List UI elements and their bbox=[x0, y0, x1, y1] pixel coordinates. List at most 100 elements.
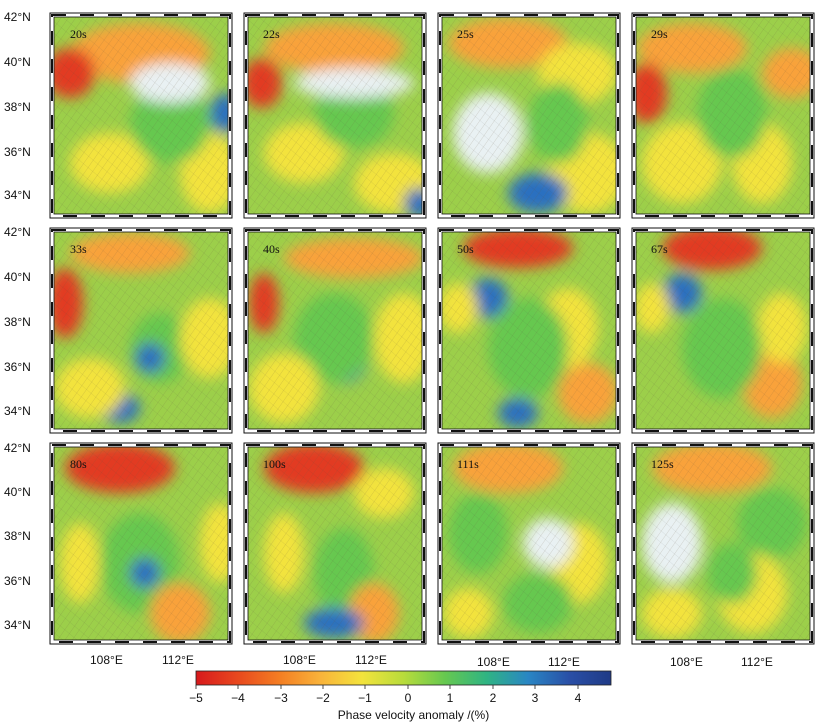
colorbar bbox=[195, 670, 612, 689]
lon-label: 112°E bbox=[741, 655, 773, 669]
lon-label: 108°E bbox=[283, 653, 316, 667]
map-frame-inner bbox=[247, 231, 423, 430]
colorbar-tick: −5 bbox=[189, 691, 203, 705]
lon-label: 108°E bbox=[90, 653, 123, 667]
map-frame bbox=[437, 227, 621, 434]
period-label: 40s bbox=[263, 242, 280, 256]
map-panel bbox=[49, 12, 233, 219]
lat-label: 40°N bbox=[4, 55, 31, 69]
period-label: 29s bbox=[651, 27, 668, 41]
period-label: 100s bbox=[263, 457, 286, 471]
lat-label: 36°N bbox=[4, 145, 31, 159]
colorbar-tick: 4 bbox=[574, 691, 582, 705]
map-panel bbox=[243, 227, 427, 434]
period-label: 25s bbox=[457, 27, 474, 41]
map-frame-inner bbox=[635, 446, 811, 641]
map-panel bbox=[243, 12, 427, 219]
map-panel bbox=[437, 12, 621, 219]
map-panel bbox=[49, 442, 233, 645]
map-panel bbox=[631, 227, 815, 434]
lat-label: 36°N bbox=[4, 574, 31, 588]
map-frame-inner bbox=[53, 446, 229, 641]
relief-shading bbox=[54, 232, 228, 429]
period-label: 33s bbox=[70, 242, 87, 256]
colorbar-tick: −4 bbox=[231, 691, 245, 705]
lon-label: 112°E bbox=[548, 655, 580, 669]
map-frame bbox=[437, 442, 621, 645]
lat-label: 40°N bbox=[4, 270, 31, 284]
map-panel bbox=[243, 442, 427, 645]
map-frame-ticks bbox=[439, 229, 619, 432]
period-label: 111s bbox=[457, 457, 479, 471]
relief-shading bbox=[636, 17, 810, 214]
map-frame-ticks bbox=[633, 444, 813, 643]
lon-label: 108°E bbox=[670, 655, 703, 669]
map-panel bbox=[631, 442, 815, 645]
period-label: 20s bbox=[70, 27, 87, 41]
map-frame bbox=[243, 12, 427, 219]
lat-label: 36°N bbox=[4, 360, 31, 374]
map-frame-ticks bbox=[245, 444, 425, 643]
colorbar-tick: 1 bbox=[446, 691, 454, 705]
lat-label: 42°N bbox=[4, 225, 31, 239]
lon-label: 108°E bbox=[477, 655, 510, 669]
map-panel bbox=[437, 442, 621, 645]
map-frame-ticks bbox=[633, 229, 813, 432]
map-frame-ticks bbox=[51, 444, 231, 643]
lat-label: 34°N bbox=[4, 188, 31, 202]
map-frame bbox=[49, 442, 233, 645]
lat-label: 42°N bbox=[4, 441, 31, 455]
relief-shading bbox=[248, 447, 422, 640]
map-frame bbox=[243, 227, 427, 434]
period-label: 22s bbox=[263, 27, 280, 41]
colorbar-tick: −2 bbox=[316, 691, 330, 705]
lat-label: 38°N bbox=[4, 315, 31, 329]
lat-label: 40°N bbox=[4, 485, 31, 499]
map-frame bbox=[49, 12, 233, 219]
map-frame-ticks bbox=[51, 14, 231, 217]
map-frame bbox=[631, 227, 815, 434]
lat-label: 38°N bbox=[4, 529, 31, 543]
map-frame-inner bbox=[441, 231, 617, 430]
map-frame-ticks bbox=[245, 14, 425, 217]
map-panel bbox=[631, 12, 815, 219]
colorbar-title: Phase velocity anomaly /(%) bbox=[337, 708, 490, 722]
colorbar-tick: 0 bbox=[404, 691, 412, 705]
map-frame bbox=[437, 12, 621, 219]
map-frame-ticks bbox=[439, 444, 619, 643]
map-frame-inner bbox=[247, 16, 423, 215]
map-frame bbox=[631, 442, 815, 645]
relief-shading bbox=[54, 447, 228, 640]
relief-shading bbox=[442, 447, 616, 640]
map-frame-ticks bbox=[245, 229, 425, 432]
map-frame-inner bbox=[53, 16, 229, 215]
period-label: 67s bbox=[651, 242, 668, 256]
period-label: 50s bbox=[457, 242, 474, 256]
lat-label: 38°N bbox=[4, 100, 31, 114]
relief-shading bbox=[636, 447, 810, 640]
period-label: 80s bbox=[70, 457, 87, 471]
colorbar-bar bbox=[195, 670, 612, 686]
map-frame bbox=[631, 12, 815, 219]
map-frame-inner bbox=[441, 446, 617, 641]
map-frame-inner bbox=[53, 231, 229, 430]
map-frame-inner bbox=[441, 16, 617, 215]
map-frame-ticks bbox=[51, 229, 231, 432]
colorbar-tick: −1 bbox=[358, 691, 372, 705]
relief-shading bbox=[636, 232, 810, 429]
colorbar-tick: −3 bbox=[274, 691, 288, 705]
map-frame-inner bbox=[635, 231, 811, 430]
map-panel bbox=[437, 227, 621, 434]
lon-label: 112°E bbox=[355, 653, 387, 667]
map-frame-inner bbox=[247, 446, 423, 641]
map-frame bbox=[243, 442, 427, 645]
relief-shading bbox=[248, 17, 422, 214]
lat-label: 34°N bbox=[4, 618, 31, 632]
colorbar-tick: 2 bbox=[489, 691, 497, 705]
relief-shading bbox=[54, 17, 228, 214]
relief-shading bbox=[442, 232, 616, 429]
lat-label: 34°N bbox=[4, 404, 31, 418]
relief-shading bbox=[442, 17, 616, 214]
map-frame-inner bbox=[635, 16, 811, 215]
